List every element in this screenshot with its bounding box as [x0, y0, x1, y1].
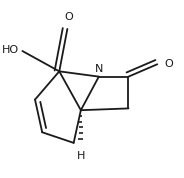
Text: N: N — [95, 64, 103, 74]
Text: O: O — [65, 12, 74, 22]
Text: O: O — [164, 59, 173, 69]
Text: H: H — [77, 151, 85, 161]
Text: HO: HO — [2, 46, 19, 56]
